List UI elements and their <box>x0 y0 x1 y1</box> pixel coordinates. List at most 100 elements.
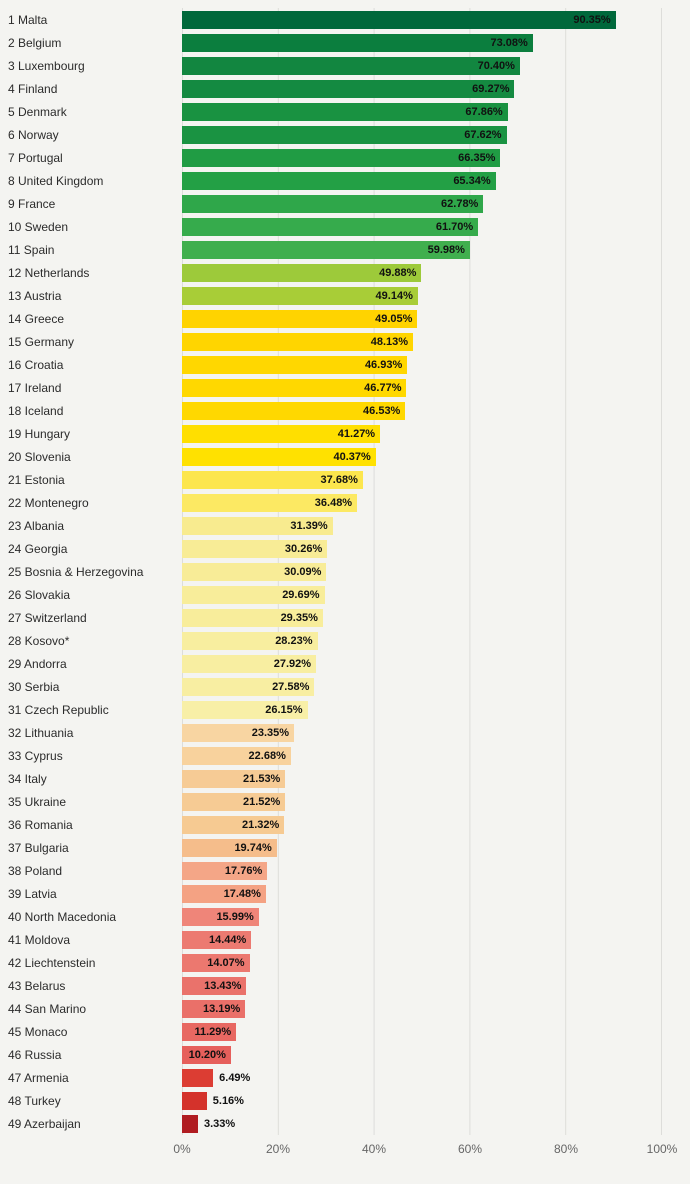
value-label: 46.77% <box>364 381 402 394</box>
country-label: 30 Serbia <box>8 679 60 694</box>
bar-row: 43 Belarus 13.43% <box>0 974 690 997</box>
bar-track: 69.27% <box>182 79 662 98</box>
x-axis-tick: 80% <box>553 1142 579 1156</box>
country-label: 49 Azerbaijan <box>8 1116 81 1131</box>
bar <box>182 700 308 719</box>
bar <box>182 976 247 995</box>
x-axis-tick: 60% <box>457 1142 483 1156</box>
value-label: 49.88% <box>379 266 417 279</box>
bar-track: 13.19% <box>182 999 662 1018</box>
bar-track: 90.35% <box>182 10 662 29</box>
country-label: 26 Slovakia <box>8 587 71 602</box>
country-label: 44 San Marino <box>8 1001 87 1016</box>
bar-row: 5 Denmark 67.86% <box>0 100 690 123</box>
bar-row: 45 Monaco 11.29% <box>0 1020 690 1043</box>
bar-track: 31.39% <box>182 516 662 535</box>
bar-track: 14.44% <box>182 930 662 949</box>
bar <box>182 240 470 259</box>
bar <box>182 608 323 627</box>
value-label: 90.35% <box>573 13 611 26</box>
bar <box>182 378 407 397</box>
value-label: 3.33% <box>203 1117 236 1130</box>
value-label: 30.09% <box>284 565 322 578</box>
value-label: 67.86% <box>465 105 503 118</box>
bar-track: 11.29% <box>182 1022 662 1041</box>
bar <box>182 539 328 558</box>
value-label: 66.35% <box>458 151 496 164</box>
value-label: 49.05% <box>375 312 413 325</box>
bar-row: 44 San Marino 13.19% <box>0 997 690 1020</box>
country-label: 31 Czech Republic <box>8 702 109 717</box>
bar <box>182 56 520 75</box>
bar-track: 21.32% <box>182 815 662 834</box>
bar-track: 62.78% <box>182 194 662 213</box>
bar-row: 36 Romania 21.32% <box>0 813 690 836</box>
value-label: 67.62% <box>464 128 502 141</box>
bar-track: 46.93% <box>182 355 662 374</box>
value-label: 27.92% <box>273 657 312 670</box>
country-label: 29 Andorra <box>8 656 67 671</box>
value-label: 5.16% <box>212 1094 244 1107</box>
country-label: 8 United Kingdom <box>8 173 104 188</box>
value-label: 41.27% <box>337 427 376 440</box>
bar <box>182 654 317 673</box>
bar-row: 31 Czech Republic 26.15% <box>0 698 690 721</box>
bar-track: 27.92% <box>182 654 662 673</box>
bar-track: 73.08% <box>182 33 662 52</box>
bar-row: 37 Bulgaria 19.74% <box>0 836 690 859</box>
bar-row: 8 United Kingdom 65.34% <box>0 169 690 192</box>
bar-track: 70.40% <box>182 56 662 75</box>
bar-row: 1 Malta 90.35% <box>0 8 690 31</box>
value-label: 17.48% <box>223 887 261 900</box>
bar-track: 13.43% <box>182 976 662 995</box>
bar-track: 41.27% <box>182 424 662 443</box>
value-label: 31.39% <box>290 519 328 532</box>
bar-row: 40 North Macedonia 15.99% <box>0 905 690 928</box>
value-label: 37.68% <box>320 473 358 486</box>
value-label: 26.15% <box>265 703 303 716</box>
country-label: 19 Hungary <box>8 426 71 441</box>
bar <box>182 516 333 535</box>
bar-row: 49 Azerbaijan 3.33% <box>0 1112 690 1135</box>
bar <box>182 125 507 144</box>
value-label: 61.70% <box>435 220 474 233</box>
bar <box>182 171 496 190</box>
bar-row: 23 Albania 31.39% <box>0 514 690 537</box>
bar <box>182 861 268 880</box>
bar-track: 14.07% <box>182 953 662 972</box>
value-label: 14.44% <box>208 933 247 946</box>
country-label: 37 Bulgaria <box>8 840 69 855</box>
bar-row: 21 Estonia 37.68% <box>0 468 690 491</box>
bar-row: 10 Sweden 61.70% <box>0 215 690 238</box>
bar <box>182 332 414 351</box>
value-label: 15.99% <box>216 910 254 923</box>
bar-row: 14 Greece 49.05% <box>0 307 690 330</box>
value-label: 19.74% <box>234 841 272 854</box>
bar-row: 32 Lithuania 23.35% <box>0 721 690 744</box>
value-label: 70.40% <box>477 59 515 72</box>
value-label: 28.23% <box>275 634 313 647</box>
bar-row: 7 Portugal 66.35% <box>0 146 690 169</box>
value-label: 59.98% <box>427 243 465 256</box>
value-label: 17.76% <box>224 864 263 877</box>
bar-track: 15.99% <box>182 907 662 926</box>
country-label: 34 Italy <box>8 771 47 786</box>
x-axis-tick: 40% <box>361 1142 387 1156</box>
country-label: 28 Kosovo* <box>8 633 70 648</box>
country-label: 41 Moldova <box>8 932 71 947</box>
bar-track: 67.62% <box>182 125 662 144</box>
country-label: 11 Spain <box>8 242 55 257</box>
bar-row: 28 Kosovo* 28.23% <box>0 629 690 652</box>
value-label: 21.52% <box>242 795 281 808</box>
bar-row: 34 Italy 21.53% <box>0 767 690 790</box>
bar-rows: 1 Malta 90.35% 2 Belgium 73.08% 3 Luxemb… <box>0 8 690 1135</box>
value-label: 10.20% <box>188 1048 226 1061</box>
country-label: 27 Switzerland <box>8 610 87 625</box>
bar-track: 23.35% <box>182 723 662 742</box>
bar-row: 17 Ireland 46.77% <box>0 376 690 399</box>
bar-row: 11 Spain 59.98% <box>0 238 690 261</box>
bar-track: 29.35% <box>182 608 662 627</box>
bar-track: 27.58% <box>182 677 662 696</box>
bar-row: 48 Turkey 5.16% <box>0 1089 690 1112</box>
